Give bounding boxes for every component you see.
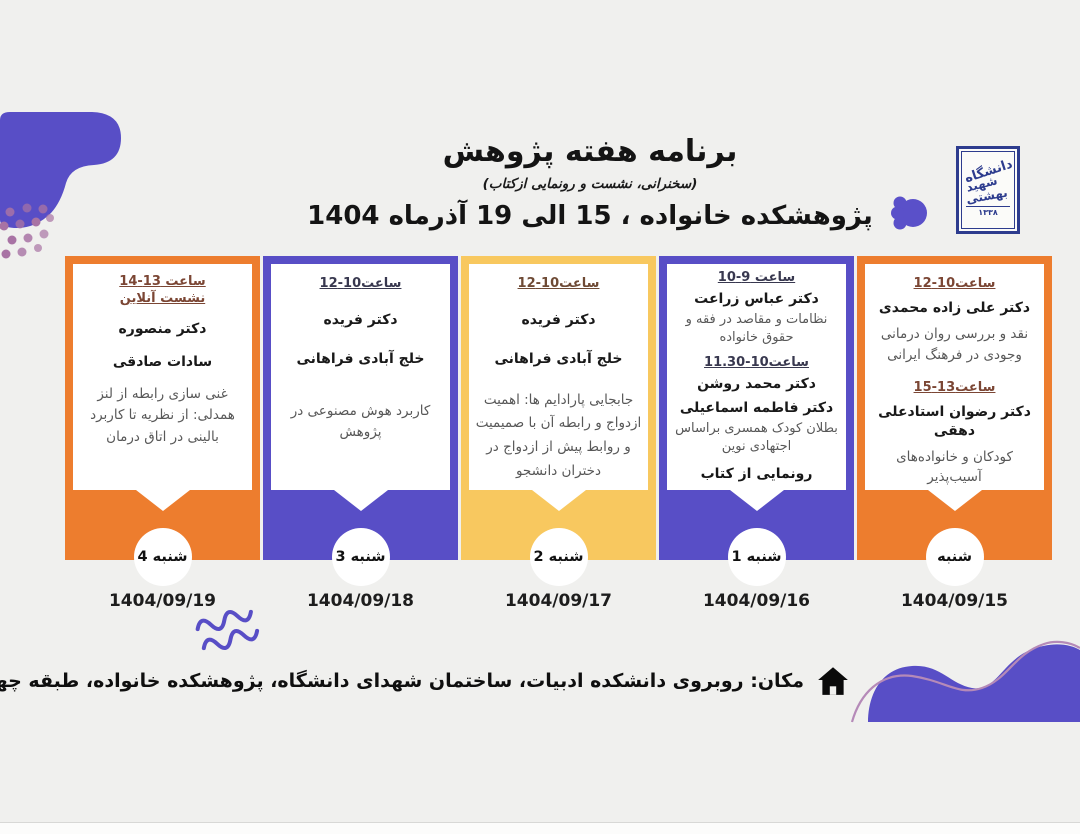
session-topic: نقد و بررسی روان درمانی وجودی در فرهنگ ا… <box>880 325 1029 363</box>
speaker-name: خلج آبادی فراهانی <box>296 350 425 367</box>
session: ساعت13-15 دکتر رضوان استادعلی دهقی کودکا… <box>870 380 1039 489</box>
institute-and-dates: پژوهشکده خانواده ، 15 الی 19 آذرماه 1404 <box>307 201 873 231</box>
event-card-wed: ساعت 13-14 نشست آنلاین دکتر منصوره سادات… <box>65 256 260 611</box>
session-topic: کودکان و خانواده‌های آسیب‌پذیر <box>896 448 1013 486</box>
header: برنامه هفته پژوهش (سخنرانی، نشست و رونما… <box>100 134 1080 231</box>
session-time: ساعت10-11.30 <box>704 355 809 371</box>
speaker-name: دکتر منصوره <box>118 321 207 337</box>
speaker-name: دکتر رضوان استادعلی دهقی <box>878 403 1031 439</box>
session: ساعت10-12 دکتر فریده خلج آبادی فراهانی ک… <box>276 276 445 444</box>
card-frame: ساعت10-12 دکتر فریده خلج آبادی فراهانی ک… <box>263 256 458 586</box>
day-circle: شنبه 2 <box>529 528 588 586</box>
card-pointer <box>729 490 784 511</box>
card-frame: ساعت10-12 دکتر فریده خلج آبادی فراهانی ج… <box>461 256 656 586</box>
bottom-strip <box>0 822 1080 834</box>
speaker-name: دکتر فریده <box>323 312 398 328</box>
card-frame: ساعت10-12 دکتر علی زاده محمدی نقد و بررس… <box>857 256 1052 586</box>
event-date: 1404/09/19 <box>108 591 217 611</box>
day-circle: شنبه 4 <box>133 528 192 586</box>
session: ساعت 9-10 دکتر عباس زراعت نظامات و مقاصد… <box>672 270 841 347</box>
session-topic: جابجایی پارادایم ها: اهمیت ازدواج و رابط… <box>475 391 642 479</box>
event-card-tue: ساعت10-12 دکتر فریده خلج آبادی فراهانی ک… <box>263 256 458 611</box>
speaker-name: سادات صادقی <box>112 353 213 370</box>
event-card-sat: ساعت10-12 دکتر علی زاده محمدی نقد و بررس… <box>857 256 1052 611</box>
session-topic: نظامات و مقاصد در فقه و حقوق خانواده <box>685 311 828 346</box>
session-time: ساعت 13-14 <box>119 274 206 289</box>
event-date: 1404/09/16 <box>702 591 811 611</box>
card-pointer <box>333 490 388 511</box>
session-time: ساعت10-12 <box>319 276 402 291</box>
speaker-name: دکتر فریده <box>521 312 596 328</box>
card-pointer <box>531 490 586 511</box>
session-time: ساعت13-15 <box>913 379 996 395</box>
event-card-sun: ساعت 9-10 دکتر عباس زراعت نظامات و مقاصد… <box>659 256 854 611</box>
event-date: 1404/09/17 <box>504 591 613 611</box>
session: ساعت10-12 دکتر علی زاده محمدی نقد و بررس… <box>870 276 1039 366</box>
page-subtitle: (سخنرانی، نشست و رونمایی ازکتاب) <box>482 176 698 192</box>
bottom-right-blob-decoration <box>850 640 1080 723</box>
card-pointer <box>135 490 190 511</box>
session: ساعت10-11.30 دکتر محمد روشن دکتر فاطمه ا… <box>672 355 841 482</box>
speaker-name: دکتر محمد روشن <box>697 376 816 393</box>
session-time: ساعت 9-10 <box>717 270 796 285</box>
event-date: 1404/09/15 <box>900 591 1009 611</box>
location-text: مکان: روبروی دانشکده ادبیات، ساختمان شهد… <box>0 670 804 692</box>
session-format-online: نشست آنلاین <box>119 291 206 306</box>
session-topic: بطلان کودک همسری براساس اجتهادی نوین <box>675 421 838 455</box>
session-topic: غنی سازی رابطه از لنز همدلی: از نظریه تا… <box>90 385 235 445</box>
book-unveiling-note: رونمایی از کتاب <box>700 466 813 483</box>
session-topic: کاربرد هوش مصنوعی در پژوهش <box>290 402 431 441</box>
home-icon <box>818 667 848 695</box>
day-circle: شنبه <box>925 528 984 586</box>
page-title: برنامه هفته پژوهش <box>442 134 738 169</box>
speaker-name: دکتر فاطمه اسماعیلی <box>679 400 834 417</box>
card-frame: ساعت 13-14 نشست آنلاین دکتر منصوره سادات… <box>65 256 260 586</box>
speaker-name: دکتر عباس زراعت <box>694 291 819 307</box>
card-pointer <box>927 490 982 511</box>
day-circle: شنبه 3 <box>331 528 390 586</box>
university-logo: دانشگاه شهید بهشتی ۱۳۳۸ <box>956 146 1020 234</box>
logo-blob-decoration <box>891 196 927 230</box>
location-row: مکان: روبروی دانشکده ادبیات، ساختمان شهد… <box>0 660 850 702</box>
session: ساعت10-12 دکتر فریده خلج آبادی فراهانی ج… <box>474 276 643 483</box>
session: ساعت 13-14 نشست آنلاین دکتر منصوره سادات… <box>78 274 247 449</box>
schedule-cards-row: ساعت10-12 دکتر علی زاده محمدی نقد و بررس… <box>65 256 1052 611</box>
speaker-name: دکتر علی زاده محمدی <box>878 300 1031 316</box>
event-date: 1404/09/18 <box>306 591 415 611</box>
logo-year: ۱۳۳۸ <box>966 205 1010 217</box>
event-card-mon: ساعت10-12 دکتر فریده خلج آبادی فراهانی ج… <box>461 256 656 611</box>
speaker-name: خلج آبادی فراهانی <box>494 350 623 367</box>
session-time: ساعت10-12 <box>913 276 996 291</box>
card-frame: ساعت 9-10 دکتر عباس زراعت نظامات و مقاصد… <box>659 256 854 586</box>
day-circle: شنبه 1 <box>727 528 786 586</box>
session-time: ساعت10-12 <box>517 276 600 291</box>
